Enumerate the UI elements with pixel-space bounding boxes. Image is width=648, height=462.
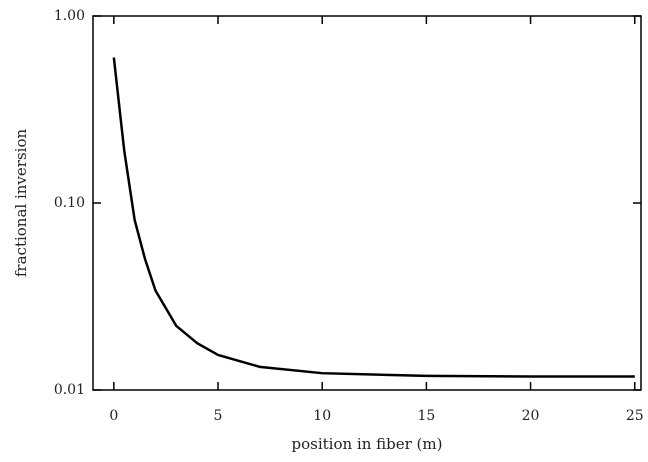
y-tick-label: 1.00 — [54, 8, 85, 24]
plot-frame — [92, 15, 642, 391]
x-tick-label: 20 — [522, 408, 540, 424]
x-tick-label: 15 — [417, 408, 435, 424]
x-tick-label: 0 — [109, 408, 118, 424]
data-line — [112, 57, 635, 378]
y-tick-label: 0.01 — [54, 382, 85, 398]
x-tick-label: 5 — [214, 408, 223, 424]
y-tick-label: 0.10 — [54, 195, 85, 211]
x-tick-label: 25 — [626, 408, 644, 424]
x-axis-label: position in fiber (m) — [292, 435, 443, 453]
x-tick-label: 10 — [313, 408, 331, 424]
y-axis-label: fractional inversion — [12, 129, 30, 278]
